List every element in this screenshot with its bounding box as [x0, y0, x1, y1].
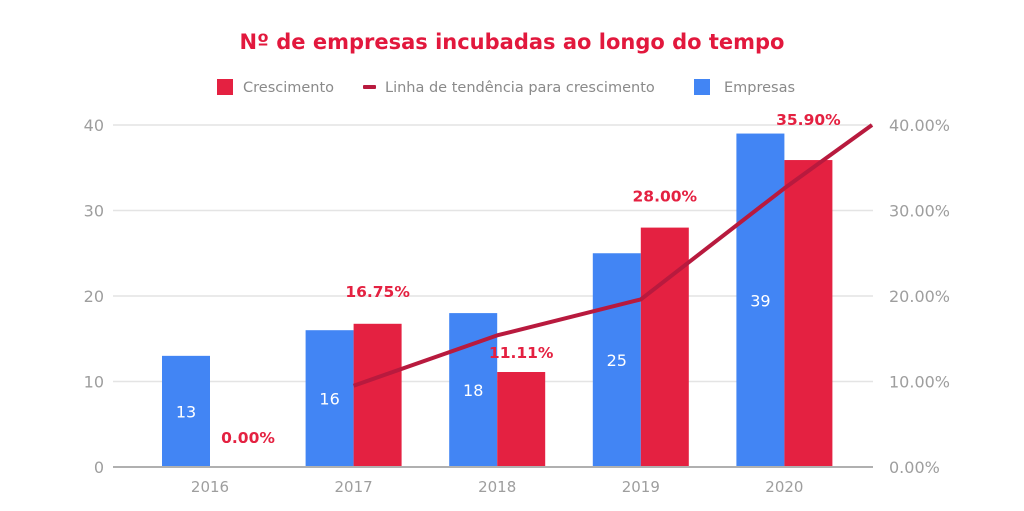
legend: Crescimento Linha de tendência para cres…	[217, 79, 795, 96]
data-label-empresas: 39	[750, 291, 770, 310]
y-right-tick-label: 10.00%	[889, 373, 950, 392]
y-axis-right: 0.00% 10.00% 20.00% 30.00% 40.00%	[889, 116, 950, 477]
legend-label-empresas: Empresas	[724, 80, 795, 96]
bar-crescimento	[353, 323, 402, 467]
bar-crescimento	[640, 227, 689, 467]
y-left-tick-label: 10	[84, 373, 104, 392]
y-left-tick-label: 30	[84, 202, 104, 221]
chart-title: Nº de empresas incubadas ao longo do tem…	[240, 30, 785, 54]
data-labels: 13 0.00% 16 16.75% 18 11.11% 25 28.00% 39 35.90%	[176, 111, 841, 447]
y-left-tick-label: 20	[84, 287, 104, 306]
data-label-empresas: 25	[607, 351, 627, 370]
y-right-tick-label: 40.00%	[889, 116, 950, 135]
y-right-tick-label: 20.00%	[889, 287, 950, 306]
x-tick-label: 2018	[478, 478, 516, 496]
legend-marker-crescimento	[217, 79, 233, 95]
bars	[162, 133, 833, 468]
x-tick-label: 2020	[765, 478, 803, 496]
bar-empresas	[162, 355, 210, 467]
data-label-empresas: 13	[176, 402, 196, 421]
y-left-tick-label: 0	[94, 458, 104, 477]
data-label-crescimento: 16.75%	[345, 283, 410, 301]
x-tick-label: 2017	[335, 478, 373, 496]
legend-label-trendline: Linha de tendência para crescimento	[385, 80, 655, 96]
bar-crescimento	[497, 372, 546, 467]
data-label-empresas: 18	[463, 381, 483, 400]
data-label-crescimento: 0.00%	[221, 429, 275, 447]
bar-empresas	[736, 133, 785, 468]
legend-label-crescimento: Crescimento	[243, 80, 334, 96]
data-label-crescimento: 11.11%	[489, 344, 554, 362]
bar-empresas	[305, 330, 354, 467]
trendline-path	[352, 123, 874, 388]
legend-marker-empresas	[694, 79, 710, 95]
bar-crescimento	[784, 160, 833, 467]
x-tick-label: 2016	[191, 478, 229, 496]
data-label-empresas: 16	[319, 390, 339, 409]
bar-empresas	[592, 253, 641, 467]
x-tick-label: 2019	[622, 478, 660, 496]
data-label-crescimento: 28.00%	[633, 188, 698, 206]
x-axis: 2016 2017 2018 2019 2020	[191, 478, 804, 496]
y-right-tick-label: 30.00%	[889, 202, 950, 221]
legend-marker-trendline	[363, 85, 376, 89]
y-right-tick-label: 0.00%	[889, 458, 940, 477]
data-label-crescimento: 35.90%	[776, 111, 841, 129]
y-axis-left: 0 10 20 30 40	[84, 116, 104, 477]
trendline	[352, 123, 874, 388]
y-left-tick-label: 40	[84, 116, 104, 135]
